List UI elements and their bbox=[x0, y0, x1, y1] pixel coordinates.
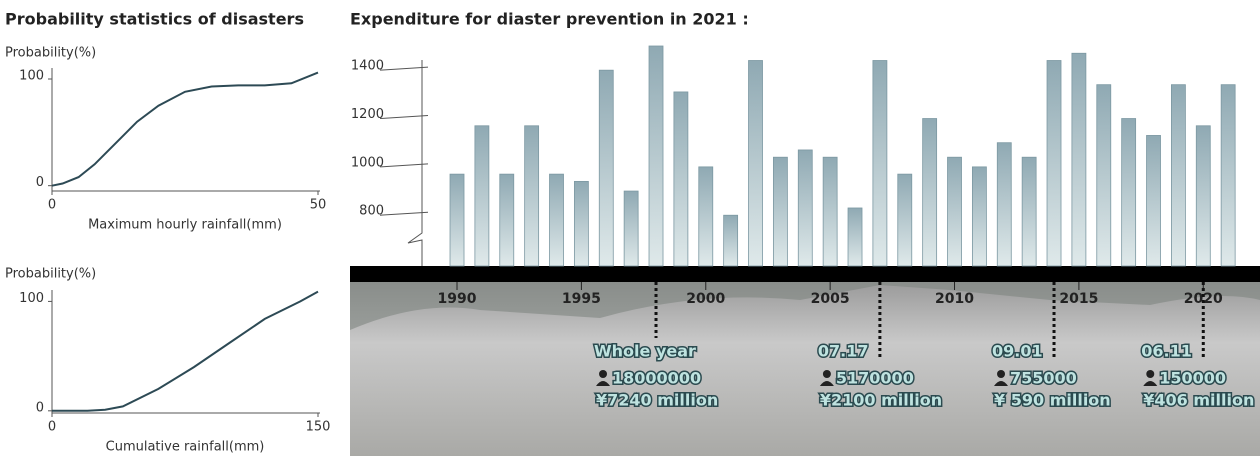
black-band bbox=[350, 266, 1260, 282]
bar bbox=[872, 60, 888, 267]
y-tick-label: 100 bbox=[19, 69, 44, 84]
annotation-cost: ¥2100 million bbox=[820, 391, 942, 410]
bar bbox=[947, 156, 962, 267]
person-icon bbox=[994, 381, 1009, 386]
bar bbox=[748, 60, 763, 267]
person-icon bbox=[819, 381, 834, 386]
y-tick-label: 1400 bbox=[351, 59, 384, 74]
bar bbox=[1170, 84, 1186, 267]
left-title: Probability statistics of disasters bbox=[5, 10, 304, 29]
person-icon bbox=[1143, 381, 1158, 386]
annotation-date: 06.11 bbox=[1141, 342, 1192, 361]
bar bbox=[723, 214, 739, 267]
x-tick-label: 50 bbox=[310, 198, 327, 213]
probability-curve bbox=[52, 290, 319, 412]
bar bbox=[449, 173, 465, 267]
y-axis-label: Probability(%) bbox=[5, 267, 96, 282]
x-tick-label: 2005 bbox=[811, 291, 850, 307]
y-tick-label: 1200 bbox=[351, 107, 384, 122]
annotation-date: Whole year bbox=[594, 342, 696, 361]
y-tick-label: 100 bbox=[19, 291, 44, 306]
x-tick-label: 2010 bbox=[935, 291, 974, 307]
photo-hills bbox=[350, 282, 1260, 330]
annotation-people: 18000000 bbox=[612, 369, 701, 388]
bar bbox=[598, 69, 614, 267]
y-tick bbox=[379, 163, 429, 168]
bar bbox=[648, 45, 664, 267]
bar bbox=[971, 166, 987, 267]
person-icon bbox=[1146, 370, 1155, 378]
y-tick bbox=[379, 211, 429, 216]
bar bbox=[1121, 118, 1137, 267]
probability-curve bbox=[51, 71, 319, 187]
x-tick-label: 0 bbox=[48, 198, 56, 213]
bar bbox=[1146, 135, 1161, 267]
bar bbox=[797, 149, 813, 267]
x-axis-label: Cumulative rainfall(mm) bbox=[106, 440, 265, 455]
annotation-date: 07.17 bbox=[818, 342, 869, 361]
bar bbox=[1046, 60, 1062, 267]
bar bbox=[1096, 84, 1112, 267]
annotation-people: 5170000 bbox=[836, 369, 914, 388]
x-tick-label: 2015 bbox=[1059, 291, 1098, 307]
bar bbox=[772, 156, 788, 267]
y-axis bbox=[407, 60, 423, 266]
right-title: Expenditure for diaster prevention in 20… bbox=[350, 10, 749, 29]
y-tick bbox=[379, 66, 429, 71]
x-tick-label: 150 bbox=[306, 420, 331, 435]
bar bbox=[499, 173, 515, 267]
x-tick-label: 2020 bbox=[1184, 291, 1223, 307]
x-tick-label: 2000 bbox=[686, 291, 725, 307]
bar bbox=[996, 142, 1012, 267]
bar bbox=[822, 156, 838, 267]
bar bbox=[524, 125, 540, 267]
bar bbox=[474, 125, 490, 267]
bar bbox=[1071, 52, 1087, 267]
bar bbox=[1220, 84, 1236, 267]
annotation-people: 755000 bbox=[1010, 369, 1077, 388]
person-icon bbox=[822, 370, 831, 378]
person-icon bbox=[599, 370, 608, 378]
x-tick-label: 1990 bbox=[438, 291, 477, 307]
annotation-date: 09.01 bbox=[992, 342, 1043, 361]
bar bbox=[673, 91, 689, 267]
annotation-cost: ¥406 million bbox=[1143, 391, 1254, 410]
y-axis-label: Probability(%) bbox=[5, 46, 96, 61]
bar bbox=[922, 118, 938, 267]
y-tick-label: 0 bbox=[36, 400, 44, 415]
bar bbox=[698, 166, 714, 267]
x-axis-label: Maximum hourly rainfall(mm) bbox=[88, 218, 282, 233]
annotation-cost: ¥ 590 million bbox=[994, 391, 1111, 410]
bar bbox=[573, 180, 589, 267]
bar bbox=[549, 173, 564, 267]
x-tick-label: 0 bbox=[48, 420, 56, 435]
annotation-cost: ¥7240 million bbox=[596, 391, 718, 410]
person-icon bbox=[596, 381, 611, 386]
bar bbox=[897, 173, 913, 267]
person-icon bbox=[997, 370, 1006, 378]
x-tick-label: 1995 bbox=[562, 291, 601, 307]
y-tick-label: 1000 bbox=[351, 155, 384, 170]
bar bbox=[847, 207, 863, 267]
y-tick-label: 800 bbox=[359, 204, 384, 219]
bar bbox=[1195, 125, 1211, 267]
y-tick bbox=[379, 115, 429, 120]
bar bbox=[1021, 156, 1037, 267]
bar bbox=[623, 190, 639, 267]
y-tick-label: 0 bbox=[36, 175, 44, 190]
annotation-people: 150000 bbox=[1159, 369, 1226, 388]
